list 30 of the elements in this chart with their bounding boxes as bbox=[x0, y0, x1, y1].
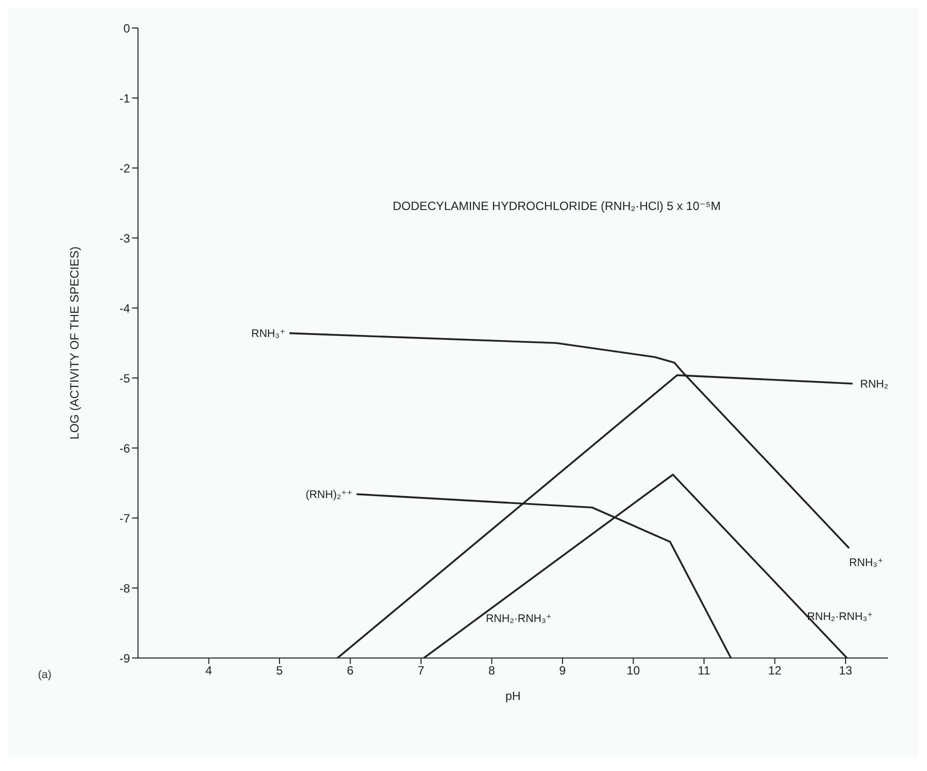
text: (a) bbox=[38, 669, 52, 681]
y-tick-label: -2 bbox=[119, 161, 130, 176]
x-tick-label: 13 bbox=[838, 664, 853, 678]
annotation: RNH₂·RNH₃⁺ bbox=[807, 611, 874, 623]
x-tick-label: 9 bbox=[559, 664, 566, 678]
y-tick-label: -1 bbox=[119, 91, 130, 106]
y-tick-label: -7 bbox=[119, 511, 130, 526]
annotation: RNH₂·RNH₃⁺ bbox=[486, 613, 552, 626]
y-tick-label: -9 bbox=[119, 651, 130, 666]
y-tick-label: -4 bbox=[119, 301, 130, 316]
x-tick-label: 10 bbox=[626, 664, 640, 678]
annotation: RNH₂ bbox=[860, 378, 888, 391]
annotation: RNH₃⁺ bbox=[849, 557, 884, 570]
y-axis-title: LOG (ACTIVITY OF THE SPECIES) bbox=[67, 246, 82, 440]
x-tick-label: 4 bbox=[205, 664, 212, 678]
x-tick-label: 7 bbox=[418, 664, 425, 678]
x-tick-label: 8 bbox=[488, 664, 496, 678]
x-axis-title: pH bbox=[505, 689, 521, 703]
y-tick-label: 0 bbox=[123, 21, 130, 36]
y-tick-label: -5 bbox=[119, 371, 130, 386]
annotation: (RNH)₂⁺⁺ bbox=[306, 489, 353, 502]
y-tick-label: -8 bbox=[119, 581, 130, 596]
annotation: RNH₃⁺ bbox=[251, 328, 286, 340]
x-tick-label: 6 bbox=[346, 664, 354, 678]
y-tick-label: -6 bbox=[119, 441, 130, 456]
x-tick-label: 11 bbox=[698, 664, 711, 678]
text: DODECYLAMINE HYDROCHLORIDE (RNH₂·HCl) 5 x 10⁻⁵M bbox=[392, 199, 721, 213]
x-tick-label: 5 bbox=[276, 664, 284, 678]
y-tick-label: -3 bbox=[119, 231, 130, 246]
x-tick-label: 12 bbox=[768, 664, 782, 678]
